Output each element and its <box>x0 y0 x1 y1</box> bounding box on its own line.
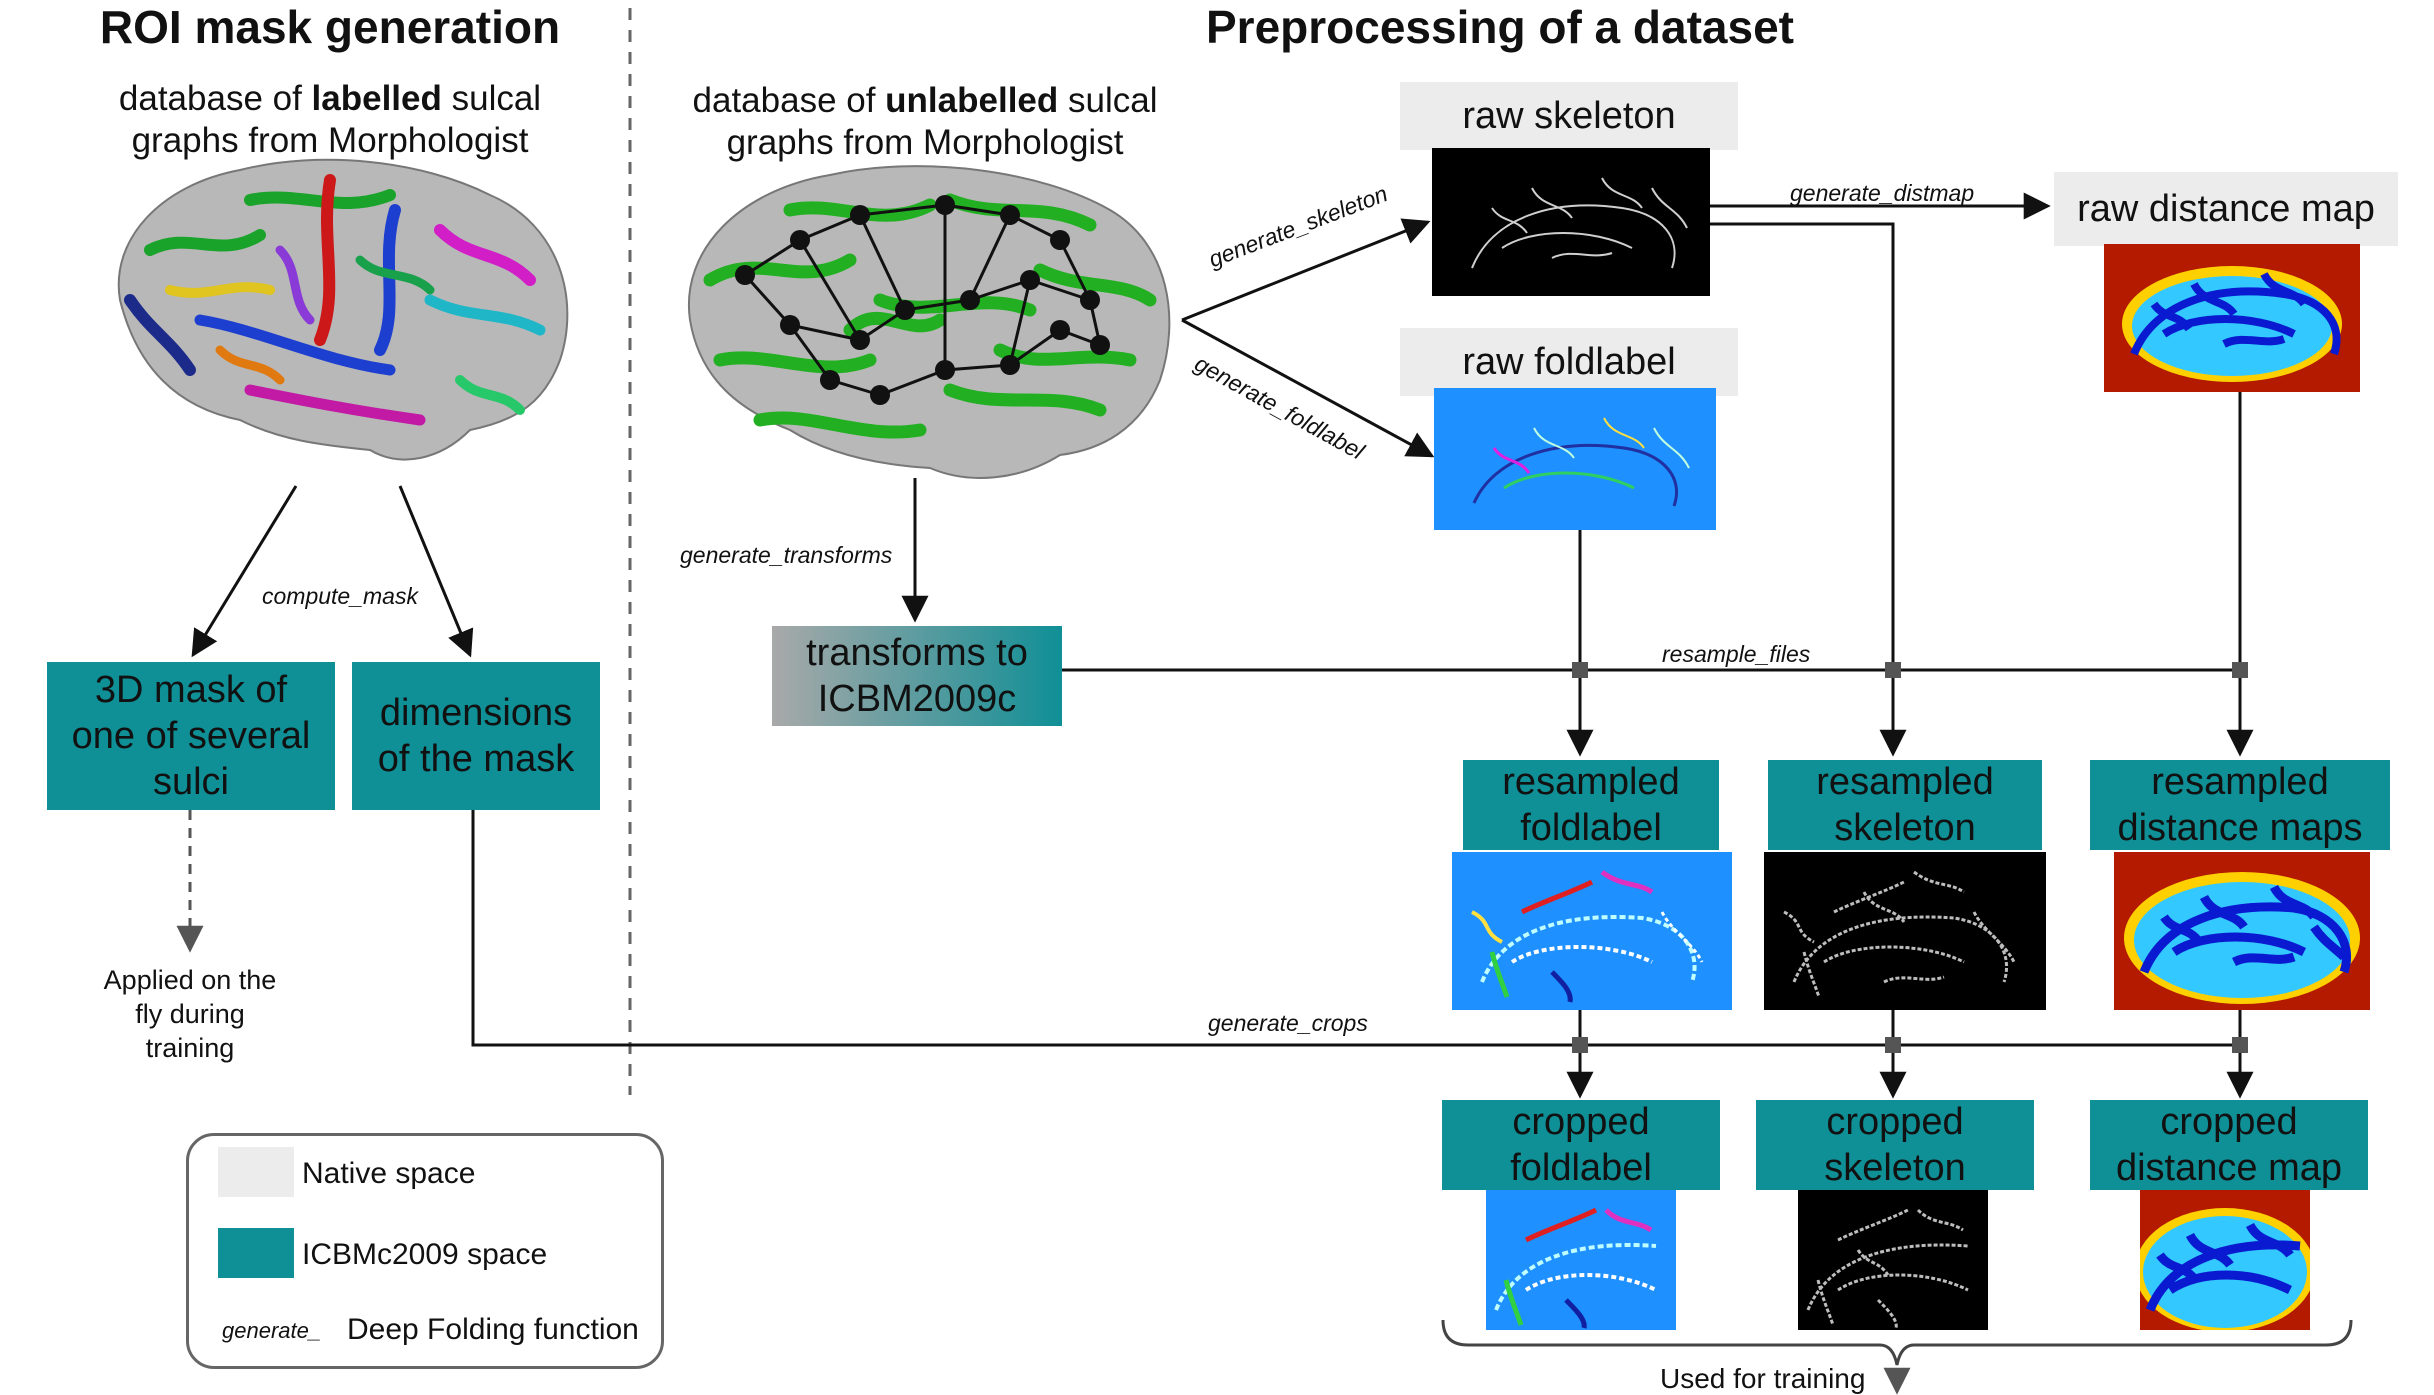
resampled-foldlabel-label: resampled foldlabel <box>1463 760 1719 850</box>
resampled-distance-maps-image <box>2114 852 2370 1010</box>
legend-native-label: Native space <box>302 1157 476 1190</box>
cropped-foldlabel-label: cropped foldlabel <box>1442 1100 1720 1190</box>
right-database-caption: database of unlabelled sulcal graphs fro… <box>660 80 1190 164</box>
left-caption-prefix: database of <box>118 79 312 118</box>
junction-crops-skeleton <box>1885 1037 1901 1053</box>
arrow-to-raw-foldlabel <box>1181 318 1435 458</box>
left-database-caption: database of labelled sulcal graphs from … <box>40 78 620 162</box>
resampled-distance-maps-label: resampled distance maps <box>2090 760 2390 850</box>
generate-crops-line <box>471 810 2240 1047</box>
junction-resample-distmap <box>2232 662 2248 678</box>
cropped-skeleton-label: cropped skeleton <box>1756 1100 2034 1190</box>
junction-crops-foldlabel <box>1572 1037 1588 1053</box>
junction-resample-skeleton <box>1885 662 1901 678</box>
resampled-skeleton-label: resampled skeleton <box>1768 760 2042 850</box>
left-panel-title: ROI mask generation <box>99 1 561 53</box>
legend-icbm-label: ICBMc2009 space <box>302 1238 548 1271</box>
function-generate-transforms: generate_transforms <box>680 542 893 568</box>
raw-foldlabel-label: raw foldlabel <box>1400 328 1738 396</box>
raw-distance-map-image <box>2104 244 2360 392</box>
arrow-to-raw-skeleton <box>1181 218 1431 322</box>
mask-box: 3D mask of one of several sulci <box>47 662 335 810</box>
junction-resample-foldlabel <box>1572 662 1588 678</box>
right-caption-line2: graphs from Morphologist <box>726 123 1124 162</box>
cropped-foldlabel-image <box>1486 1190 1676 1330</box>
function-compute-mask: compute_mask <box>262 583 418 609</box>
left-caption-bold: labelled <box>311 79 442 118</box>
right-panel-title: Preprocessing of a dataset <box>1206 1 1794 53</box>
junction-crops-distmap <box>2232 1037 2248 1053</box>
cropped-distance-map-image <box>2140 1190 2310 1330</box>
resampled-skeleton-image <box>1764 852 2046 1010</box>
legend-box <box>186 1133 664 1369</box>
raw-foldlabel-image <box>1434 388 1716 530</box>
raw-skeleton-label: raw skeleton <box>1400 82 1738 150</box>
transforms-box: transforms to ICBM2009c <box>772 626 1062 726</box>
cropped-distance-map-label: cropped distance map <box>2090 1100 2368 1190</box>
raw-skeleton-image <box>1432 148 1710 296</box>
legend-native-swatch <box>218 1147 294 1197</box>
raw-distance-map-label: raw distance map <box>2054 172 2398 246</box>
function-resample-files: resample_files <box>1662 641 1811 667</box>
legend-icbm-swatch <box>218 1228 294 1278</box>
used-for-training-label: Used for training <box>1660 1363 1866 1394</box>
right-caption-bold: unlabelled <box>885 81 1059 120</box>
right-caption-prefix: database of <box>692 81 886 120</box>
training-brace <box>1441 1319 2353 1366</box>
dimensions-box: dimensions of the mask <box>352 662 600 810</box>
function-generate-distmap: generate_distmap <box>1790 180 1975 206</box>
applied-on-the-fly-note: Applied on the fly during training <box>103 965 277 1063</box>
arrow-to-mask <box>191 485 298 658</box>
legend-function-sample: generate_ <box>222 1318 322 1343</box>
function-generate-crops: generate_crops <box>1208 1010 1368 1036</box>
left-caption-line2: graphs from Morphologist <box>131 121 529 160</box>
legend-function-label: Deep Folding function <box>347 1313 639 1346</box>
right-caption-suffix: sulcal <box>1058 81 1158 120</box>
skeleton-to-resampled <box>1710 222 1907 757</box>
left-caption-suffix: sulcal <box>441 79 542 118</box>
cropped-skeleton-image <box>1798 1190 1988 1330</box>
resampled-foldlabel-image <box>1452 852 1732 1010</box>
arrow-to-dimensions <box>398 485 474 658</box>
